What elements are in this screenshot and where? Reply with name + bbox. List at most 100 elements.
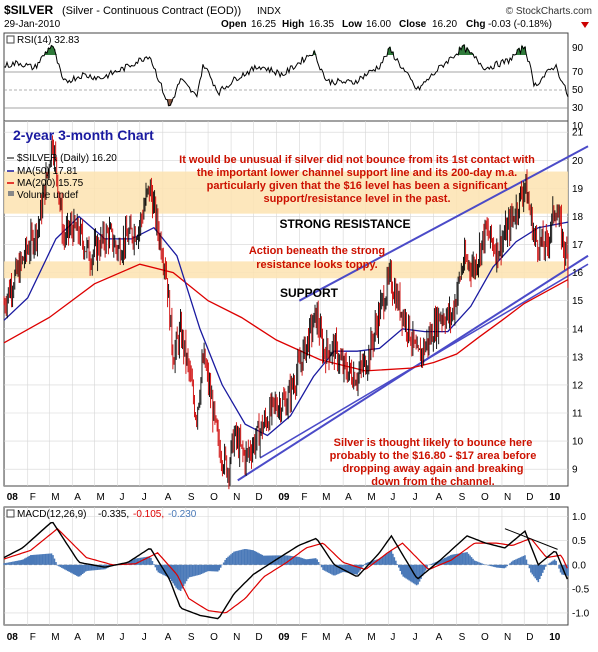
legend-main: $SILVER (Daily) 16.20 xyxy=(17,153,117,164)
macd-signal-line xyxy=(3,527,568,614)
open-value: 16.25 xyxy=(251,19,276,30)
x-label-bottom: F xyxy=(301,632,307,643)
rsi-tick-70: 70 xyxy=(572,67,584,78)
note-top-line-2: the important lower channel support line… xyxy=(197,167,517,179)
price-tick-label: 17 xyxy=(572,240,584,251)
macd-legend-signal: -0.105, xyxy=(133,509,164,520)
x-label-top: O xyxy=(481,492,489,503)
price-bars xyxy=(3,135,569,490)
high-value: 16.35 xyxy=(309,19,334,30)
price-panel: 2-year 3-month Chart $SILVER (Daily) 16.… xyxy=(3,120,589,490)
x-label-bottom: A xyxy=(436,632,443,643)
x-label-top: A xyxy=(345,492,352,503)
x-label-top: 08 xyxy=(7,492,19,503)
support-label: SUPPORT xyxy=(280,286,339,300)
x-label-bottom: A xyxy=(345,632,352,643)
note-bottom: Silver is thought likely to bounce here … xyxy=(330,437,537,488)
price-legend: $SILVER (Daily) 16.20 MA(50) 17.81 MA(20… xyxy=(7,153,117,201)
price-tick-label: 15 xyxy=(572,296,584,307)
note-bottom-line-2: probably to the $16.80 - $17 area before xyxy=(330,450,537,462)
rsi-tick-30: 30 xyxy=(572,103,584,114)
x-label-top: A xyxy=(165,492,172,503)
x-label-top: O xyxy=(210,492,218,503)
x-label-top: M xyxy=(51,492,59,503)
header-symbol: $SILVER xyxy=(4,3,53,17)
x-label-bottom: F xyxy=(30,632,36,643)
low-value: 16.00 xyxy=(366,19,391,30)
x-axis-top: 08 F M A M J J A S O N D 09 F M A M J J A S O N D 10 xyxy=(7,492,561,503)
macd-tick-label: -0.5 xyxy=(572,584,590,595)
x-label-bottom: 09 xyxy=(278,632,290,643)
x-label-bottom: S xyxy=(459,632,466,643)
legend-ma200: MA(200) 15.75 xyxy=(17,178,84,189)
x-label-top: N xyxy=(504,492,511,503)
price-tick-label: 16 xyxy=(572,268,584,279)
macd-y-ticks: 1.0 0.5 0.0 -0.5 -1.0 xyxy=(572,512,590,619)
note-bottom-line-4: down from the channel. xyxy=(371,476,494,488)
x-label-bottom: A xyxy=(74,632,81,643)
x-label-top: A xyxy=(436,492,443,503)
x-label-top: F xyxy=(30,492,36,503)
rsi-legend: RSI(14) 32.83 xyxy=(17,35,80,46)
header-name: (Silver - Continuous Contract (EOD)) xyxy=(62,5,241,17)
macd-tick-label: -1.0 xyxy=(572,608,590,619)
x-label-bottom: O xyxy=(481,632,489,643)
x-label-top: D xyxy=(526,492,533,503)
x-label-top: N xyxy=(233,492,240,503)
macd-legend-prefix: MACD(12,26,9) xyxy=(17,509,86,520)
x-axis-bottom: 08 F M A M J J A S O N D 09 F M A M J J A S O N D 10 xyxy=(7,632,561,643)
x-label-top: M xyxy=(97,492,105,503)
legend-ma50: MA(50) 17.81 xyxy=(17,166,78,177)
x-label-top: J xyxy=(142,492,147,503)
macd-legend-macd: -0.335, xyxy=(98,509,129,520)
x-label-top: D xyxy=(255,492,262,503)
price-tick-label: 12 xyxy=(572,380,584,391)
x-label-top: F xyxy=(301,492,307,503)
note-bottom-line-3: dropping away again and breaking xyxy=(343,463,524,475)
x-label-bottom: J xyxy=(142,632,147,643)
legend-volume: Volume undef xyxy=(17,190,78,201)
header-exchange: INDX xyxy=(257,6,281,17)
x-label-top: J xyxy=(413,492,418,503)
low-label: Low xyxy=(342,19,362,30)
volume-legend-icon xyxy=(8,191,14,196)
chart-header: $SILVER (Silver - Continuous Contract (E… xyxy=(4,3,592,30)
rsi-tick-10: 10 xyxy=(572,121,584,132)
price-tick-label: 10 xyxy=(572,437,584,448)
x-label-bottom: S xyxy=(188,632,195,643)
header-date: 29-Jan-2010 xyxy=(4,19,61,30)
x-label-top: J xyxy=(390,492,395,503)
x-label-bottom: J xyxy=(120,632,125,643)
macd-line xyxy=(3,521,568,620)
note-mid: Action beneath the strong resistance loo… xyxy=(249,245,385,271)
rsi-line xyxy=(3,43,569,107)
chg-value: -0.03 (-0.18%) xyxy=(488,19,552,30)
x-label-top: J xyxy=(120,492,125,503)
price-tick-label: 14 xyxy=(572,324,584,335)
rsi-legend-icon xyxy=(6,35,15,44)
macd-tick-label: 1.0 xyxy=(572,512,586,523)
macd-panel: MACD(12,26,9) -0.335, -0.105, -0.230 1.0… xyxy=(3,506,590,626)
high-label: High xyxy=(282,19,304,30)
x-label-bottom: J xyxy=(390,632,395,643)
price-gridlines xyxy=(4,121,568,486)
x-label-top: A xyxy=(74,492,81,503)
x-label-bottom: 08 xyxy=(7,632,19,643)
channel-upper-line xyxy=(298,145,589,302)
x-label-bottom: O xyxy=(210,632,218,643)
x-label-bottom: A xyxy=(165,632,172,643)
x-label-bottom: D xyxy=(255,632,262,643)
chg-label: Chg xyxy=(466,19,485,30)
x-label-bottom: D xyxy=(526,632,533,643)
ma200-line xyxy=(3,263,569,372)
x-label-bottom: M xyxy=(51,632,59,643)
x-label-top: 10 xyxy=(549,492,561,503)
chart-title: 2-year 3-month Chart xyxy=(13,127,154,143)
price-tick-label: 18 xyxy=(572,212,584,223)
note-top-line-4: support/resistance level in the past. xyxy=(263,193,450,205)
note-top: It would be unusual if silver did not bo… xyxy=(179,154,535,205)
x-label-bottom: M xyxy=(322,632,330,643)
x-label-top: M xyxy=(322,492,330,503)
x-label-top: S xyxy=(188,492,195,503)
price-tick-label: 13 xyxy=(572,352,584,363)
